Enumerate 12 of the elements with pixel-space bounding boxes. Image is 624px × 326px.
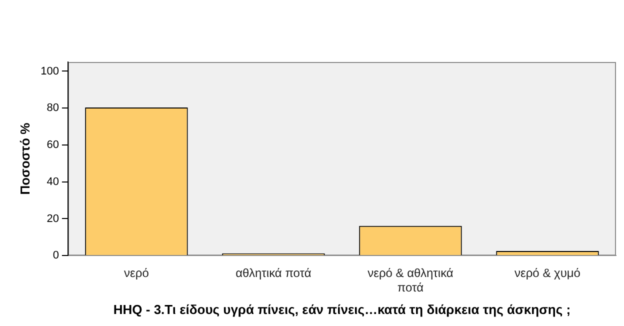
y-tick-label: 40 (46, 176, 59, 188)
y-tick-label: 80 (46, 102, 59, 114)
y-tick-label: 0 (52, 250, 59, 262)
y-tick-label: 20 (46, 212, 59, 225)
x-tick-label: νερό & χυμό (514, 266, 581, 280)
x-axis-title: HHQ - 3.Τι είδους υγρά πίνεις, εάν πίνεις…κατά τη διάρκεια της άσκησης ; (113, 302, 571, 317)
x-tick-label: αθλητικά ποτά (236, 266, 312, 280)
y-axis-title: Ποσοστό % (17, 122, 32, 195)
x-tick-label: νερό & αθλητικά ποτά (368, 266, 454, 295)
x-tick-label: νερό (124, 266, 150, 280)
y-tick-label: 60 (46, 139, 59, 152)
y-tick-label: 100 (40, 65, 59, 78)
